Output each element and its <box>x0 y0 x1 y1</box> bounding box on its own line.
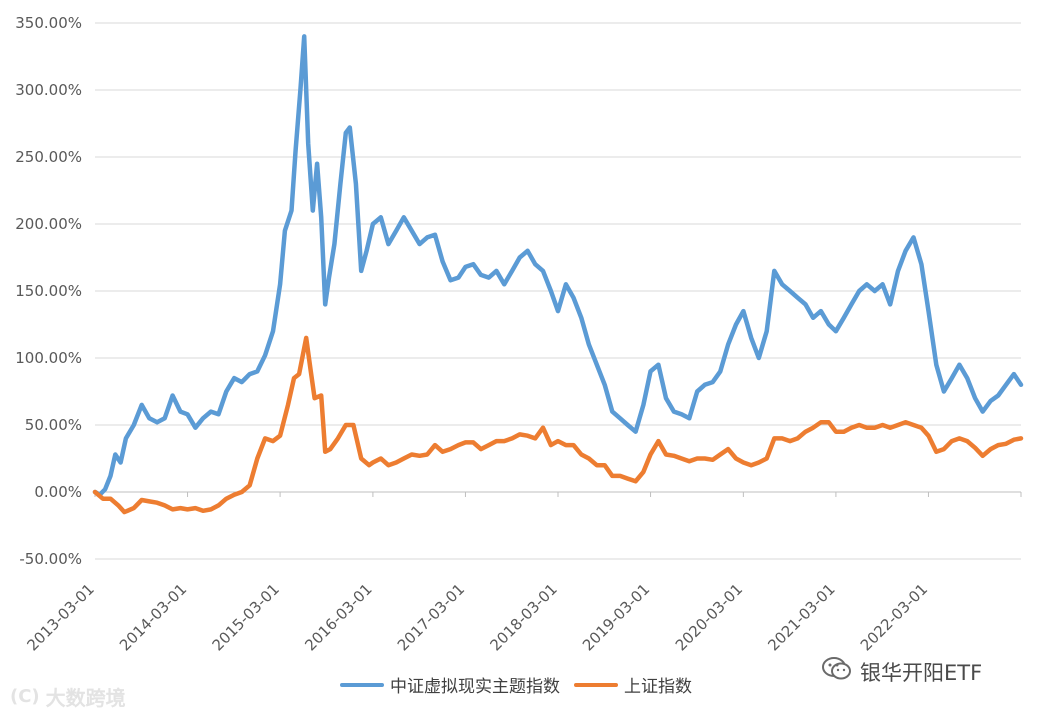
y-tick-label: 200.00% <box>15 215 82 233</box>
legend: 中证虚拟现实主题指数 上证指数 <box>340 672 706 697</box>
legend-label-sse-index: 上证指数 <box>624 677 692 697</box>
x-tick-label: 2016-03-01 <box>301 580 375 654</box>
watermark-right: 银华开阳ETF <box>822 656 982 687</box>
legend-item-vr-index: 中证虚拟现实主题指数 <box>340 672 560 697</box>
x-tick-label: 2022-03-01 <box>857 580 931 654</box>
watermark-left: (C) 大数跨境 <box>10 682 126 711</box>
x-tick-label: 2017-03-01 <box>394 580 468 654</box>
series-lines <box>92 34 1024 515</box>
y-tick-label: 50.00% <box>25 416 82 434</box>
x-tick-label: 2015-03-01 <box>209 580 283 654</box>
y-tick-label: -50.00% <box>19 550 82 568</box>
legend-swatch-sse-index <box>574 682 618 687</box>
series-line-vr-index <box>92 34 1024 497</box>
watermark-left-text: 大数跨境 <box>45 686 126 710</box>
x-tick-label: 2021-03-01 <box>764 580 838 654</box>
x-tick-label: 2019-03-01 <box>579 580 653 654</box>
watermark-right-text: 银华开阳ETF <box>860 660 983 685</box>
legend-swatch-vr-index <box>340 682 384 687</box>
x-tick-label: 2020-03-01 <box>672 580 746 654</box>
y-tick-label: 250.00% <box>15 148 82 166</box>
legend-label-vr-index: 中证虚拟现实主题指数 <box>390 677 560 697</box>
y-tick-label: 300.00% <box>15 81 82 99</box>
series-line-sse-index <box>92 335 1024 515</box>
x-tick-label: 2013-03-01 <box>23 580 97 654</box>
y-tick-label: 150.00% <box>15 282 82 300</box>
legend-item-sse-index: 上证指数 <box>574 672 692 697</box>
y-tick-label: 100.00% <box>15 349 82 367</box>
y-tick-label: 350.00% <box>15 14 82 32</box>
watermark-logo-icon: (C) <box>10 686 40 707</box>
y-axis-tick-labels: -50.00% 0.00% 50.00% 100.00% 150.00% 200.00% 2… <box>15 14 82 568</box>
x-tick-label: 2014-03-01 <box>116 580 190 654</box>
x-axis-tick-labels: 2013-03-01 2014-03-01 2015-03-01 2016-03-01… <box>23 580 931 654</box>
wechat-icon <box>822 656 852 687</box>
x-tick-label: 2018-03-01 <box>486 580 560 654</box>
x-axis <box>94 491 1022 497</box>
gridlines <box>95 22 1021 560</box>
y-tick-label: 0.00% <box>34 483 82 501</box>
